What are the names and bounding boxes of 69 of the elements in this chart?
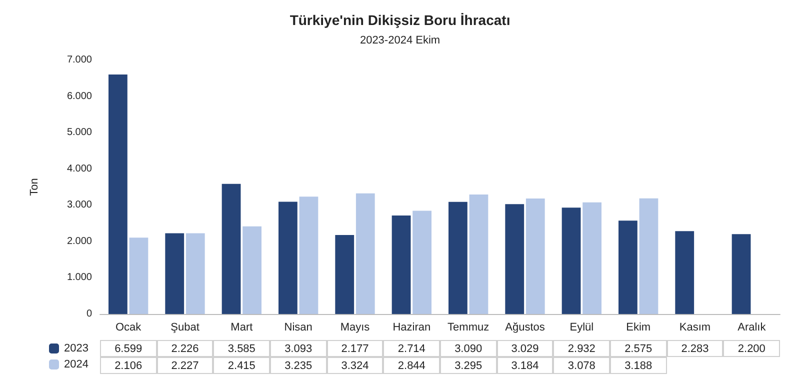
y-tick-label: 1.000 bbox=[66, 272, 92, 284]
data-label: 2.177 bbox=[326, 340, 384, 357]
data-label: 2.200 bbox=[723, 340, 780, 357]
data-label: 3.093 bbox=[270, 340, 327, 357]
legend-label: 2023 bbox=[64, 342, 88, 354]
data-label: 2.932 bbox=[553, 340, 610, 357]
bar bbox=[222, 184, 241, 314]
y-tick-label: 2.000 bbox=[66, 236, 92, 247]
bar bbox=[165, 233, 184, 314]
bar bbox=[582, 202, 602, 314]
data-label: 3.324 bbox=[326, 357, 384, 374]
y-tick-label: 3.000 bbox=[66, 200, 92, 211]
x-tick-label: Eylül bbox=[570, 322, 594, 334]
y-tick-label: 5.000 bbox=[66, 127, 92, 138]
x-tick-label: Ocak bbox=[115, 322, 142, 334]
y-tick-label: 7.000 bbox=[66, 54, 92, 66]
y-tick-label: 4.000 bbox=[66, 163, 92, 174]
bar bbox=[469, 194, 488, 314]
x-tick-label: Mayıs bbox=[340, 322, 370, 334]
y-tick-label: 6.000 bbox=[66, 90, 92, 102]
bar bbox=[392, 216, 411, 314]
data-label: 2.844 bbox=[383, 357, 440, 374]
data-label: 3.295 bbox=[440, 357, 497, 374]
data-label: 2.714 bbox=[383, 340, 440, 357]
chart-subtitle: 2023-2024 Ekim bbox=[360, 34, 440, 46]
data-label: 2.227 bbox=[156, 357, 214, 374]
bar bbox=[108, 74, 128, 314]
x-tick-label: Aralık bbox=[738, 322, 766, 334]
bar bbox=[732, 234, 751, 314]
bar bbox=[562, 208, 581, 314]
bar bbox=[675, 231, 694, 314]
data-label: 3.585 bbox=[213, 340, 270, 357]
y-axis-title: Ton bbox=[28, 178, 40, 196]
x-tick-label: Nisan bbox=[284, 322, 312, 334]
bar bbox=[412, 210, 432, 314]
bar bbox=[356, 193, 375, 314]
x-tick-label: Kasım bbox=[679, 322, 711, 334]
data-label: 2.415 bbox=[213, 357, 270, 374]
bar bbox=[448, 202, 468, 314]
data-label: 3.235 bbox=[270, 357, 327, 374]
x-tick-label: Ekim bbox=[626, 322, 651, 334]
bar bbox=[639, 198, 658, 314]
data-label: 2.283 bbox=[666, 340, 724, 357]
chart-title: Türkiye'nin Dikişsiz Boru İhracatı bbox=[290, 12, 510, 28]
bar bbox=[129, 238, 148, 314]
bar bbox=[242, 226, 262, 314]
data-label: 3.090 bbox=[440, 340, 497, 357]
bar bbox=[186, 233, 205, 314]
data-label: 2.226 bbox=[156, 340, 214, 357]
bar bbox=[618, 220, 638, 314]
bar bbox=[299, 196, 318, 314]
data-label: 3.029 bbox=[496, 340, 554, 357]
x-tick-label: Mart bbox=[230, 322, 253, 334]
data-label: 3.188 bbox=[610, 357, 667, 374]
x-tick-label: Haziran bbox=[392, 322, 431, 334]
x-tick-label: Ağustos bbox=[505, 322, 546, 334]
data-label: 3.184 bbox=[496, 357, 554, 374]
bar bbox=[526, 198, 545, 314]
bar bbox=[335, 235, 354, 314]
y-tick-label: 0 bbox=[86, 308, 92, 320]
bar bbox=[505, 204, 524, 314]
bar bbox=[278, 202, 298, 314]
data-label: 2.575 bbox=[610, 340, 667, 357]
data-label: 6.599 bbox=[100, 340, 157, 357]
data-label: 2.106 bbox=[100, 357, 157, 374]
legend-label: 2024 bbox=[64, 358, 88, 370]
x-tick-label: Şubat bbox=[170, 322, 200, 334]
x-tick-label: Temmuz bbox=[448, 322, 490, 334]
data-label: 3.078 bbox=[553, 357, 610, 374]
